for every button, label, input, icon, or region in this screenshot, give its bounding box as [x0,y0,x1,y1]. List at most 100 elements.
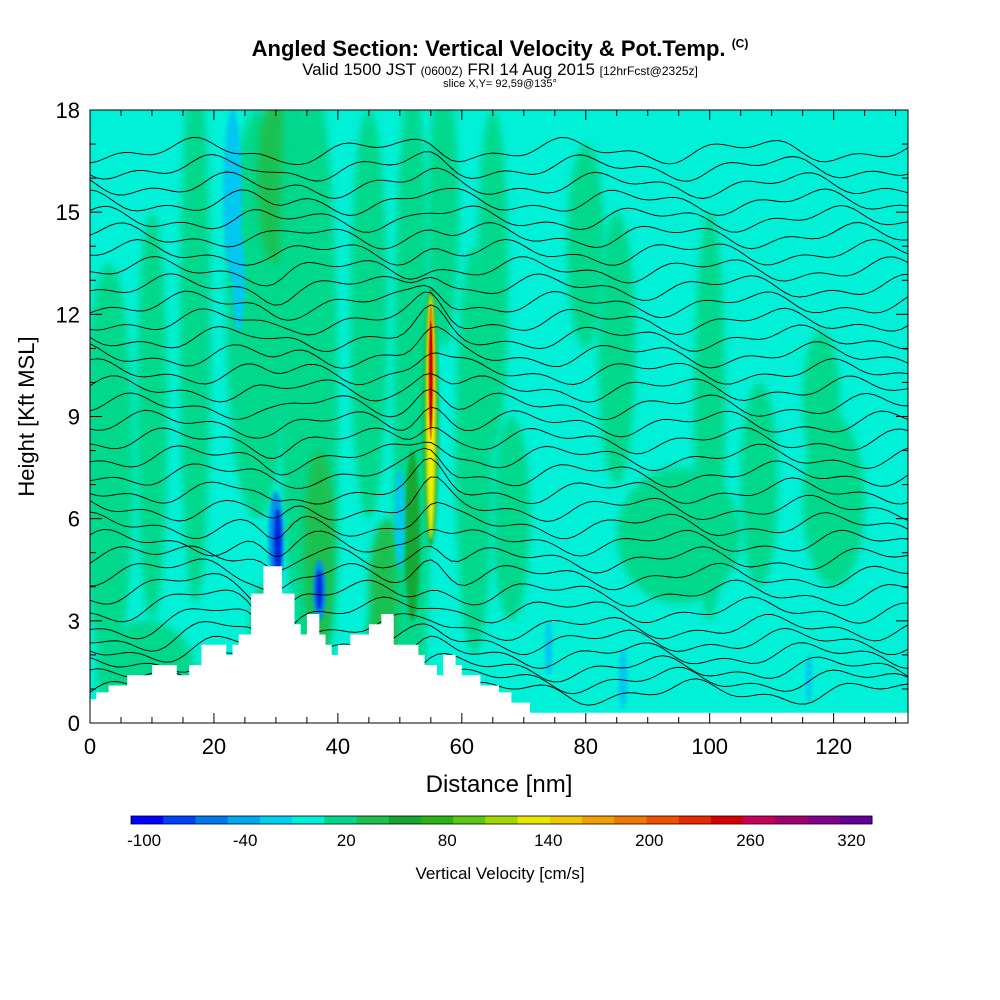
y-tick-label: 18 [56,98,80,123]
valid-date: FRI 14 Aug 2015 [467,60,595,79]
colorbar-tick-label: -100 [127,831,161,850]
isentrope-line [90,284,908,321]
colorbar-tick-label: 80 [438,831,457,850]
updraft-band [477,110,509,451]
isentrope-line [90,238,908,266]
colorbar-swatch [582,816,615,824]
isentrope-line [90,589,908,638]
colorbar-swatch [292,816,325,824]
updraft-band [740,382,778,587]
colorbar-swatch [614,816,647,824]
colorbar-swatch [775,816,809,824]
colorbar-swatch [131,816,164,824]
colorbar: -100 -40 20 80 140 200 260 320 [127,815,873,850]
colorbar-swatch [485,816,519,824]
terrain [90,566,908,723]
colorbar-swatch [324,816,358,824]
isentrope-line [90,406,908,439]
isentrope-line [90,291,908,336]
updraft-band [427,110,459,349]
colorbar-swatch [549,816,583,824]
isentrope-line [90,352,908,386]
colorbar-swatch [388,816,422,824]
isentrope-line [90,441,908,476]
colorbar-swatch [453,816,486,824]
isentrope-line [90,187,908,216]
colorbar-frame [130,815,873,825]
colorbar-swatch [839,816,873,824]
isentrope-line [90,205,908,233]
updraft-band [350,110,388,519]
colorbar-label: Vertical Velocity [cm/s] [415,864,585,883]
title-unit: (C) [731,36,749,51]
colorbar-swatch [259,816,293,824]
colorbar-tick-label: 320 [837,831,865,850]
colorbar-swatch [678,816,712,824]
isentrope-line [90,222,908,250]
downdraft [618,648,628,710]
isentrope-line [90,573,908,618]
updraft-band [179,110,211,604]
potential-temperature-contours [90,136,908,708]
x-tick-label: 100 [691,734,728,759]
isentrope-line [90,326,908,369]
y-tick-label: 15 [56,200,80,225]
colorbar-swatch [227,816,261,824]
isentrope-line [90,426,908,459]
colorbar-tick-label: 260 [736,831,764,850]
updraft-band [303,450,335,655]
y-tick-label: 0 [68,711,80,736]
axes: 0 20 40 60 80 100 120 0 3 6 9 12 15 18 Distance [nm] He… [14,98,909,798]
downdraft [274,508,282,584]
isentrope-line [90,388,908,420]
downdraft [394,467,405,570]
y-axis-label: Height [Kft MSL] [14,336,39,496]
slice-label: slice X,Y= 92,59@135° [443,78,557,90]
x-tick-label: 0 [84,734,96,759]
colorbar-swatch [807,816,841,824]
chart-title: Angled Section: Vertical Velocity & Pot.… [251,36,749,61]
colorbar-swatch [517,816,551,824]
x-tick-label: 20 [202,734,226,759]
terrain-profile [90,566,908,723]
x-axis-label: Distance [nm] [426,771,573,798]
updraft-core [429,321,433,431]
valid-utc: (0600Z) [420,64,463,78]
colorbar-swatch [356,816,390,824]
isentrope-line [90,457,908,505]
isentrope-line [90,167,908,199]
updraft-band [567,144,605,349]
x-tick-label: 80 [574,734,598,759]
colorbar-swatch [195,816,229,824]
isentrope-line [90,501,908,540]
colorbar-swatch [163,816,196,824]
downdraft [232,229,245,332]
colorbar-swatch [646,816,680,824]
updraft-band [136,212,168,621]
y-tick-label: 9 [68,405,80,430]
colorbar-tick-label: 200 [635,831,663,850]
forecast-label: [12hrFcst@2325z] [599,64,698,78]
updraft-band [404,450,420,621]
y-tick-label: 3 [68,609,80,634]
isentrope-line [90,273,908,306]
isentrope-line [90,372,908,403]
isentrope-line [90,151,908,182]
isentrope-line [90,304,908,352]
downdraft [544,620,553,676]
chart-subtitle: Valid 1500 JST (0600Z) FRI 14 Aug 2015 [… [0,60,1000,80]
updraft-band [802,331,840,468]
colorbar-tick-label: 140 [534,831,562,850]
colorbar-swatch [710,816,744,824]
isentrope-line [90,476,908,522]
isentrope-line [90,545,908,574]
isentrope-line [90,558,908,593]
x-tick-label: 120 [815,734,852,759]
isentrope-line [90,447,908,489]
isentrope-line [90,529,908,557]
downdraft [805,654,812,703]
isentrope-line [90,136,908,165]
colorbar-swatch [743,816,776,824]
